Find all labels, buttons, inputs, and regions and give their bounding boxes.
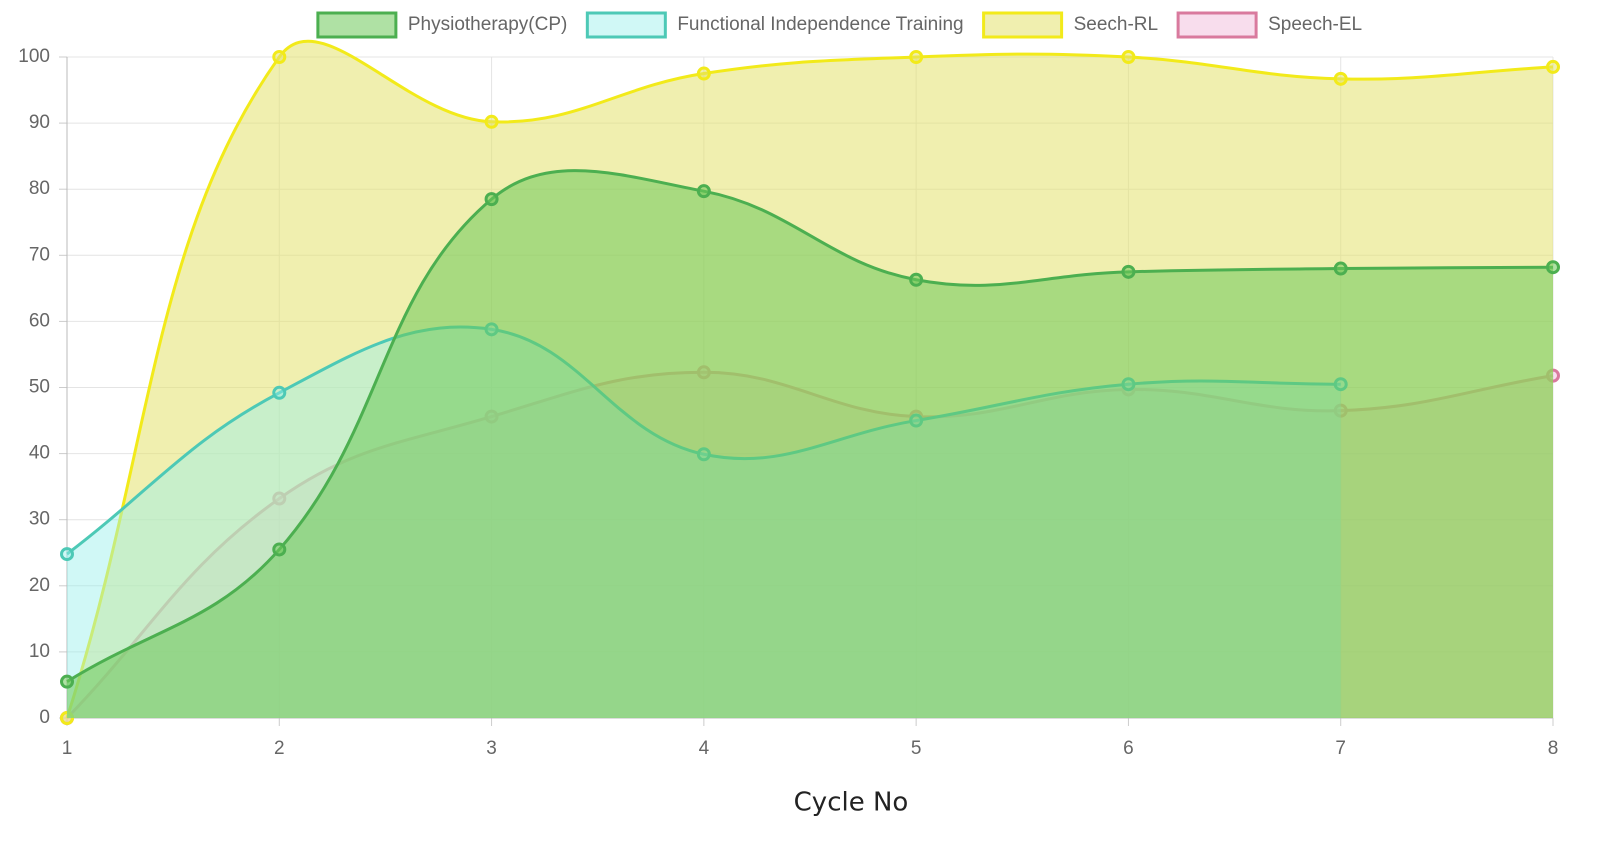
y-tick-label: 30 bbox=[29, 509, 50, 530]
y-tick-label: 70 bbox=[29, 244, 50, 265]
y-tick-label: 10 bbox=[29, 641, 50, 662]
x-tick-label: 4 bbox=[699, 738, 710, 759]
x-tick-label: 1 bbox=[62, 738, 73, 759]
x-tick-label: 5 bbox=[911, 738, 922, 759]
point bbox=[909, 272, 924, 287]
y-tick-label: 0 bbox=[39, 707, 50, 728]
legend-label: Functional Independence Training bbox=[677, 14, 963, 35]
series bbox=[60, 169, 1560, 719]
legend-swatch bbox=[1176, 11, 1258, 39]
x-tick-label: 2 bbox=[274, 738, 285, 759]
point bbox=[60, 674, 74, 689]
point bbox=[484, 192, 499, 207]
x-axis-title: Cycle No bbox=[794, 788, 909, 818]
point bbox=[1546, 260, 1560, 275]
legend-swatch bbox=[982, 11, 1064, 39]
y-tick-label: 40 bbox=[29, 443, 50, 464]
point bbox=[1333, 71, 1348, 86]
point bbox=[60, 547, 74, 562]
line bbox=[66, 169, 1554, 683]
legend: Physiotherapy(CP) Functional Independence… bbox=[316, 11, 1362, 39]
x-tick-label: 3 bbox=[486, 738, 497, 759]
point bbox=[272, 385, 287, 400]
legend-swatch bbox=[585, 11, 667, 39]
y-tick-label: 60 bbox=[29, 310, 50, 331]
point bbox=[1333, 261, 1348, 276]
point bbox=[909, 50, 924, 64]
legend-label: Speech-EL bbox=[1268, 14, 1362, 35]
y-tick-label: 80 bbox=[29, 178, 50, 199]
point bbox=[484, 114, 499, 129]
point bbox=[1546, 59, 1560, 74]
area bbox=[67, 170, 1553, 719]
point bbox=[272, 542, 287, 557]
y-tick-label: 20 bbox=[29, 575, 50, 596]
point bbox=[1121, 50, 1136, 64]
y-tick-label: 50 bbox=[29, 377, 50, 398]
point bbox=[272, 50, 287, 64]
x-tick-label: 7 bbox=[1335, 738, 1346, 759]
y-tick-label: 90 bbox=[29, 112, 50, 133]
x-tick-label: 6 bbox=[1123, 738, 1134, 759]
point bbox=[696, 66, 711, 81]
legend-label: Physiotherapy(CP) bbox=[408, 14, 567, 35]
legend-label: Seech-RL bbox=[1074, 14, 1159, 35]
x-tick-label: 8 bbox=[1548, 738, 1559, 759]
point bbox=[696, 184, 711, 199]
point bbox=[1121, 264, 1136, 279]
y-tick-label: 100 bbox=[18, 46, 50, 67]
legend-swatch bbox=[316, 11, 398, 39]
